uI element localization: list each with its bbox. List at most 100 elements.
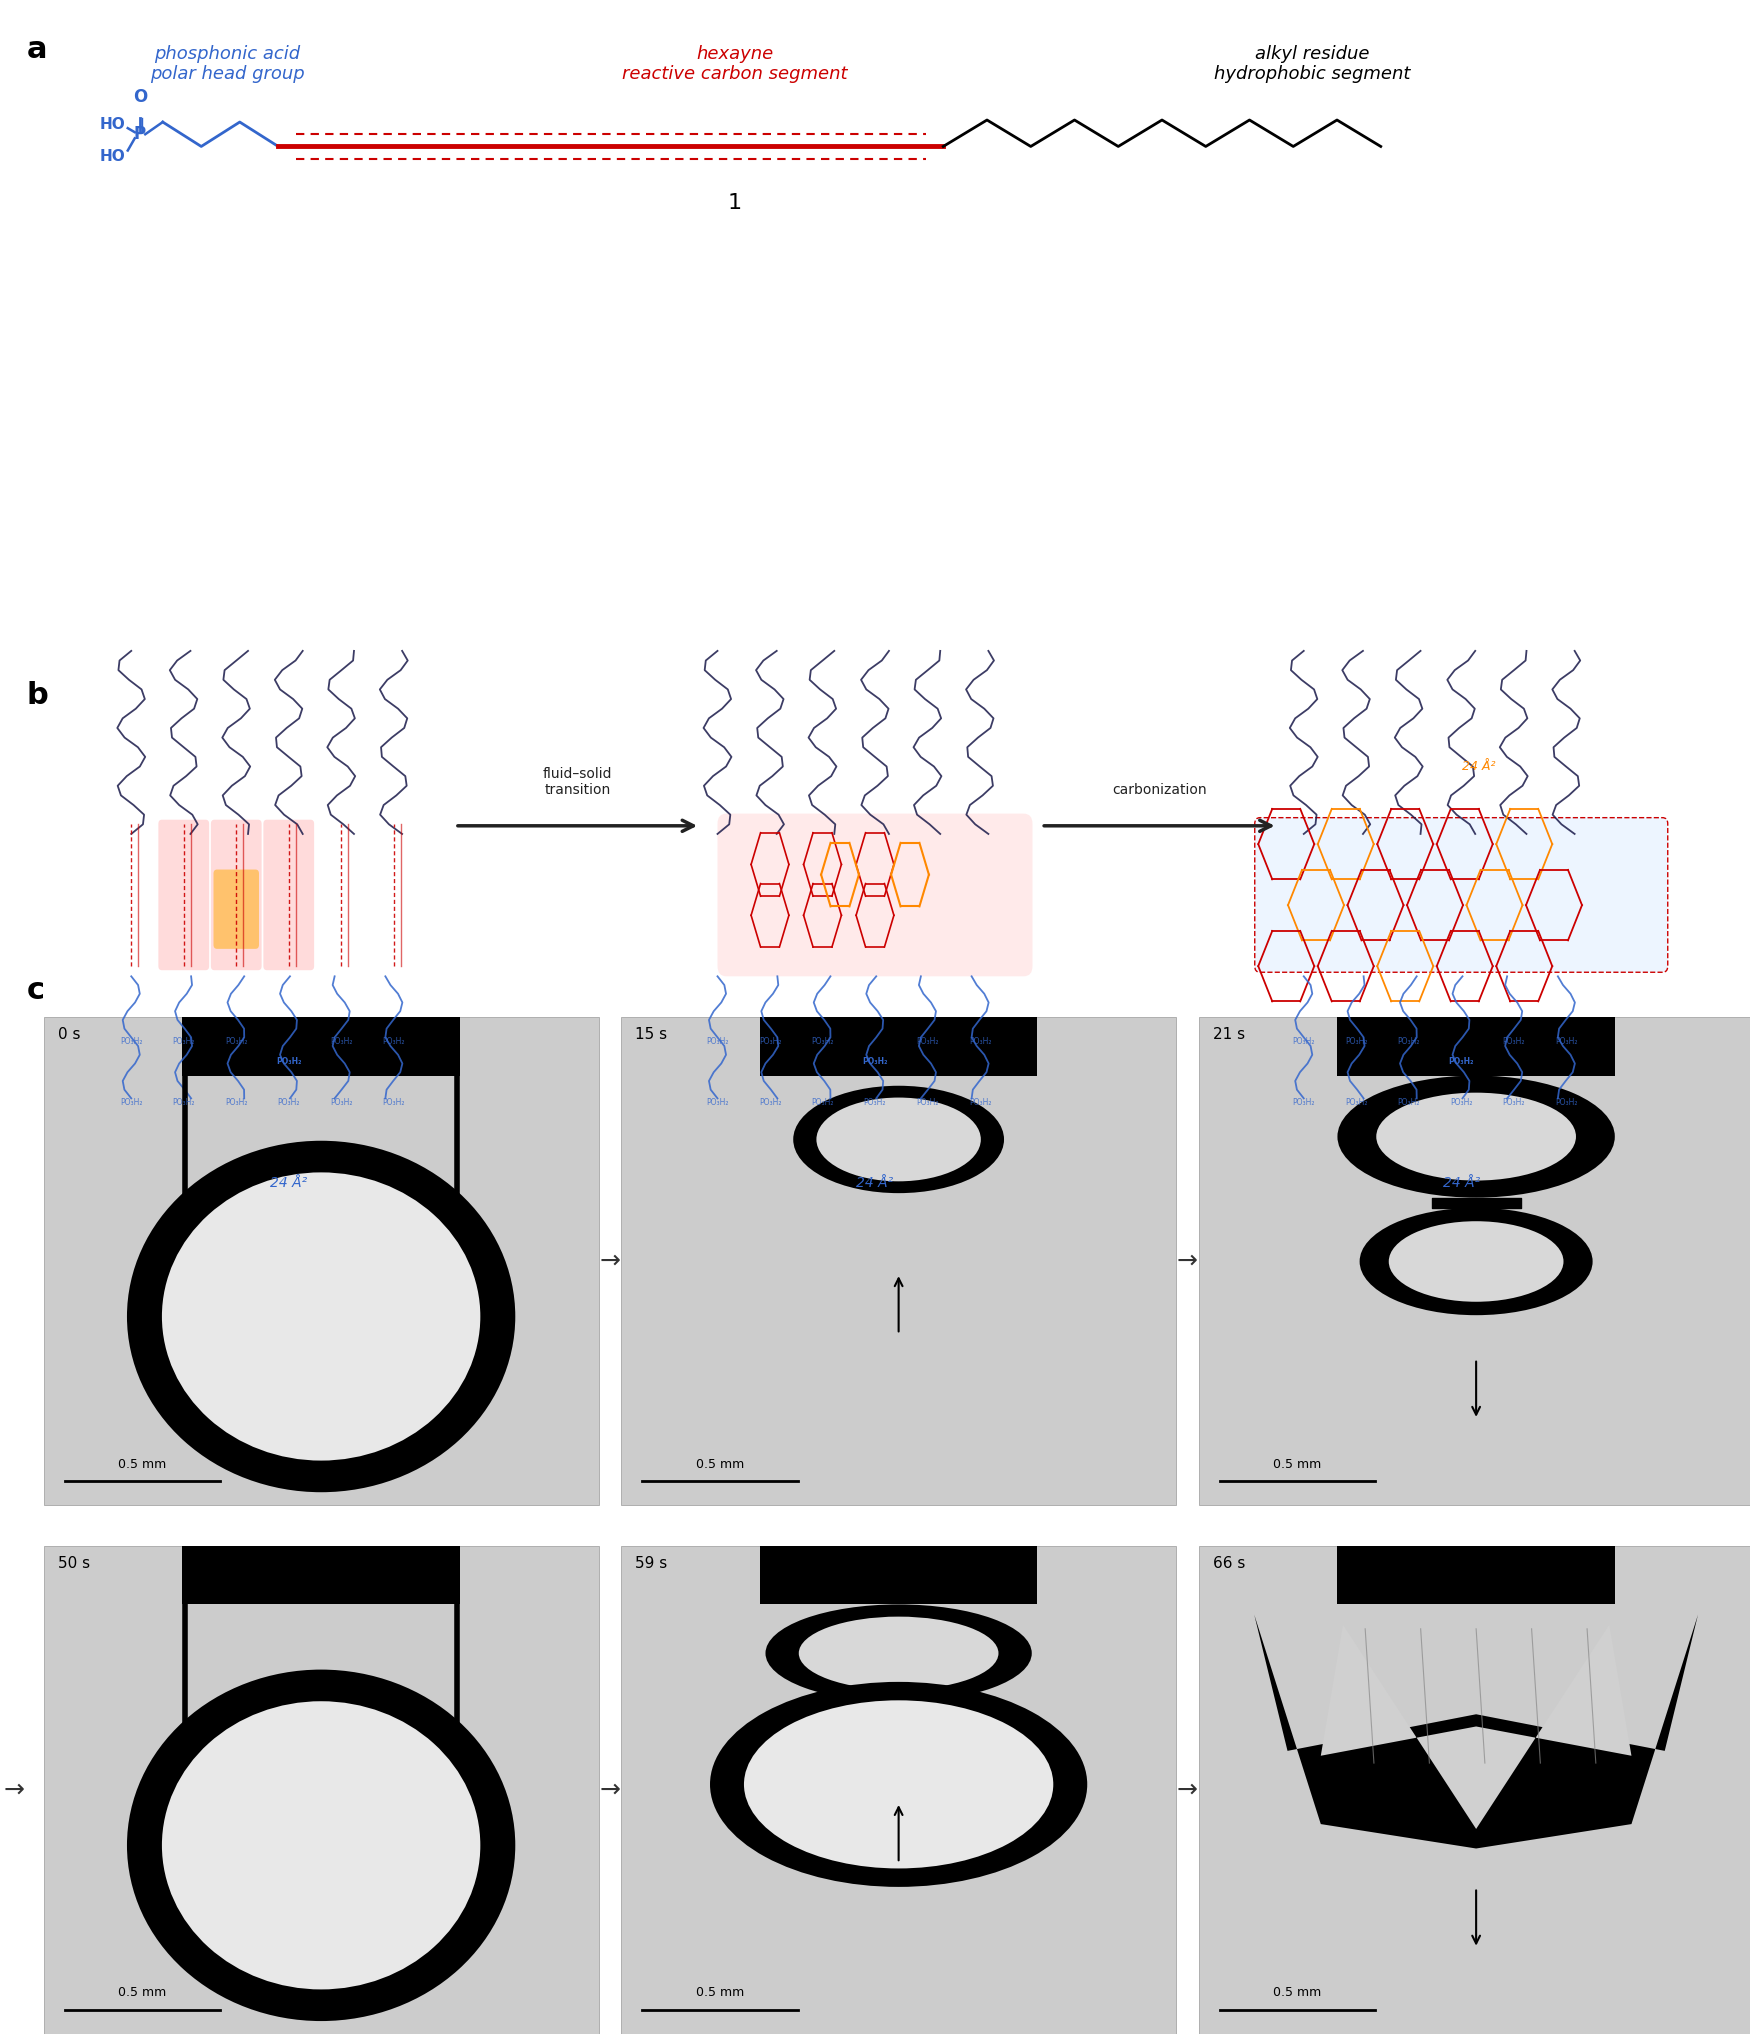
Text: PO₃H₂: PO₃H₂: [1449, 1058, 1474, 1066]
Text: PO₃H₂: PO₃H₂: [226, 1037, 247, 1045]
Text: carbonization: carbonization: [1111, 783, 1208, 797]
Ellipse shape: [710, 1682, 1087, 1888]
Text: fluid–solid
transition: fluid–solid transition: [542, 767, 612, 797]
Text: 50 s: 50 s: [58, 1556, 89, 1570]
Text: 24 Å²: 24 Å²: [270, 1176, 308, 1190]
Ellipse shape: [163, 1172, 480, 1460]
Text: PO₃H₂: PO₃H₂: [383, 1037, 404, 1045]
Text: HO: HO: [100, 116, 126, 132]
Text: →: →: [4, 1778, 24, 1802]
Text: PO₃H₂: PO₃H₂: [1398, 1037, 1419, 1045]
Text: PO₃H₂: PO₃H₂: [1556, 1037, 1577, 1045]
Ellipse shape: [1376, 1092, 1577, 1180]
Ellipse shape: [247, 1039, 331, 1084]
Text: →: →: [1178, 1778, 1197, 1802]
Text: PO₃H₂: PO₃H₂: [1293, 1098, 1314, 1106]
Text: 1: 1: [728, 193, 742, 214]
Bar: [760, 1017, 1038, 1076]
Text: PO₃H₂: PO₃H₂: [1293, 1037, 1314, 1045]
Text: 59 s: 59 s: [635, 1556, 667, 1570]
Text: PO₃H₂: PO₃H₂: [970, 1037, 990, 1045]
Text: 24 Å²: 24 Å²: [1461, 761, 1496, 773]
Text: 0.5 mm: 0.5 mm: [696, 1458, 744, 1471]
FancyBboxPatch shape: [1199, 1017, 1750, 1505]
FancyBboxPatch shape: [44, 1017, 598, 1505]
Text: HO: HO: [100, 148, 126, 165]
Ellipse shape: [833, 1039, 917, 1084]
Text: PO₃H₂: PO₃H₂: [226, 1098, 247, 1106]
Text: 0.5 mm: 0.5 mm: [119, 1458, 166, 1471]
Polygon shape: [1255, 1615, 1698, 1849]
FancyBboxPatch shape: [621, 1546, 1176, 2034]
Text: PO₃H₂: PO₃H₂: [1346, 1098, 1367, 1106]
Polygon shape: [1321, 1625, 1631, 1829]
FancyBboxPatch shape: [1255, 818, 1668, 972]
Text: →: →: [598, 1249, 621, 1273]
Text: c: c: [26, 976, 44, 1005]
Text: PO₃H₂: PO₃H₂: [707, 1037, 728, 1045]
Text: PO₃H₂: PO₃H₂: [1451, 1098, 1472, 1106]
Text: b: b: [26, 681, 47, 710]
Ellipse shape: [817, 1098, 980, 1182]
Text: PO₃H₂: PO₃H₂: [121, 1037, 142, 1045]
Text: PO₃H₂: PO₃H₂: [1503, 1037, 1524, 1045]
Text: 0 s: 0 s: [58, 1027, 80, 1041]
Ellipse shape: [163, 1700, 480, 1989]
Ellipse shape: [765, 1605, 1032, 1702]
Text: PO₃H₂: PO₃H₂: [707, 1098, 728, 1106]
Text: PO₃H₂: PO₃H₂: [1398, 1098, 1419, 1106]
Text: 24 Å²: 24 Å²: [856, 1176, 894, 1190]
Text: PO₃H₂: PO₃H₂: [1556, 1098, 1577, 1106]
FancyBboxPatch shape: [159, 820, 210, 970]
Text: 0.5 mm: 0.5 mm: [1274, 1458, 1321, 1471]
Text: PO₃H₂: PO₃H₂: [970, 1098, 990, 1106]
Text: PO₃H₂: PO₃H₂: [1503, 1098, 1524, 1106]
Text: PO₃H₂: PO₃H₂: [917, 1037, 938, 1045]
Ellipse shape: [1360, 1208, 1592, 1316]
Ellipse shape: [793, 1086, 1004, 1194]
FancyBboxPatch shape: [264, 820, 315, 970]
Bar: [1337, 1546, 1615, 1605]
Bar: [182, 1546, 460, 1605]
Text: 15 s: 15 s: [635, 1027, 667, 1041]
Text: 0.5 mm: 0.5 mm: [119, 1987, 166, 1999]
Text: O: O: [133, 87, 147, 106]
Text: PO₃H₂: PO₃H₂: [173, 1098, 194, 1106]
Text: PO₃H₂: PO₃H₂: [383, 1098, 404, 1106]
Text: 0.5 mm: 0.5 mm: [696, 1987, 744, 1999]
Text: →: →: [598, 1778, 621, 1802]
Text: PO₃H₂: PO₃H₂: [917, 1098, 938, 1106]
FancyBboxPatch shape: [1199, 1546, 1750, 2034]
FancyBboxPatch shape: [44, 1546, 598, 2034]
FancyBboxPatch shape: [212, 820, 262, 970]
Text: PO₃H₂: PO₃H₂: [121, 1098, 142, 1106]
Text: PO₃H₂: PO₃H₂: [331, 1037, 352, 1045]
Text: alkyl residue: alkyl residue: [1255, 45, 1370, 63]
Text: PO₃H₂: PO₃H₂: [760, 1098, 780, 1106]
Text: polar head group: polar head group: [150, 65, 304, 83]
Bar: [182, 1017, 460, 1076]
Text: PO₃H₂: PO₃H₂: [276, 1058, 301, 1066]
FancyBboxPatch shape: [621, 1017, 1176, 1505]
FancyBboxPatch shape: [214, 871, 259, 948]
Text: hexayne: hexayne: [696, 45, 774, 63]
Ellipse shape: [744, 1700, 1054, 1869]
Text: PO₃H₂: PO₃H₂: [863, 1058, 887, 1066]
FancyBboxPatch shape: [718, 814, 1032, 976]
Text: 21 s: 21 s: [1213, 1027, 1244, 1041]
Text: P: P: [135, 126, 145, 142]
Ellipse shape: [798, 1617, 999, 1690]
Text: 66 s: 66 s: [1213, 1556, 1246, 1570]
Bar: [760, 1546, 1038, 1605]
Text: reactive carbon segment: reactive carbon segment: [623, 65, 847, 83]
Text: PO₃H₂: PO₃H₂: [1346, 1037, 1367, 1045]
Text: 24 Å²: 24 Å²: [1442, 1176, 1480, 1190]
Ellipse shape: [1337, 1076, 1615, 1198]
Text: PO₃H₂: PO₃H₂: [278, 1098, 299, 1106]
Text: phosphonic acid: phosphonic acid: [154, 45, 301, 63]
Text: PO₃H₂: PO₃H₂: [173, 1037, 194, 1045]
Ellipse shape: [1390, 1220, 1563, 1302]
Ellipse shape: [1419, 1039, 1503, 1084]
Text: a: a: [26, 35, 47, 63]
Ellipse shape: [128, 1670, 514, 2022]
